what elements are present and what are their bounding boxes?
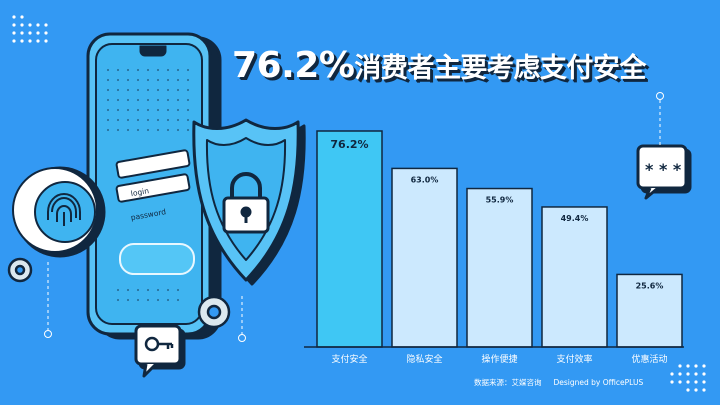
- category-label-0: 支付安全: [331, 353, 367, 365]
- headline-text: 消费者主要考虑支付安全: [354, 53, 646, 84]
- bar-value-label-1: 63.0%: [411, 175, 439, 184]
- dot-grid-bottom-right: [670, 364, 706, 392]
- headline: 76.2%消费者主要考虑支付安全: [232, 44, 646, 91]
- password-bubble-icon: * * *: [636, 144, 692, 200]
- category-label-2: 操作便捷: [481, 353, 517, 365]
- category-label-1: 隐私安全: [406, 353, 442, 365]
- bar-value-label-2: 55.9%: [486, 196, 514, 205]
- source-label: 数据来源：艾媒咨询: [474, 378, 542, 387]
- bar-2: [466, 187, 533, 348]
- bar-value-label-0: 76.2%: [330, 138, 368, 151]
- bar-0: [316, 130, 383, 348]
- bar-value-label-4: 25.6%: [636, 281, 664, 290]
- svg-text:* * *: * * *: [645, 160, 682, 179]
- dot-grid-top-left: [12, 15, 48, 43]
- login-label: login: [130, 186, 150, 198]
- gear-icon-bottom: [197, 295, 231, 329]
- bar-3: [541, 206, 608, 348]
- gear-icon-left: [7, 257, 33, 283]
- source-footer: 数据来源：艾媒咨询 Designed by OfficePLUS: [474, 377, 643, 388]
- key-bubble-icon: [134, 324, 186, 378]
- shield-lock-icon: [192, 118, 306, 286]
- headline-percent: 76.2%: [232, 45, 355, 86]
- bar-1: [391, 167, 458, 348]
- category-label-3: 支付效率: [556, 353, 592, 365]
- phone-dots: [107, 69, 189, 301]
- credit-label: Designed by OfficePLUS: [553, 378, 644, 387]
- login-form: [115, 149, 195, 275]
- bar-value-label-3: 49.4%: [561, 214, 589, 223]
- category-label-4: 优惠活动: [631, 353, 667, 365]
- fingerprint-icon: [12, 166, 106, 258]
